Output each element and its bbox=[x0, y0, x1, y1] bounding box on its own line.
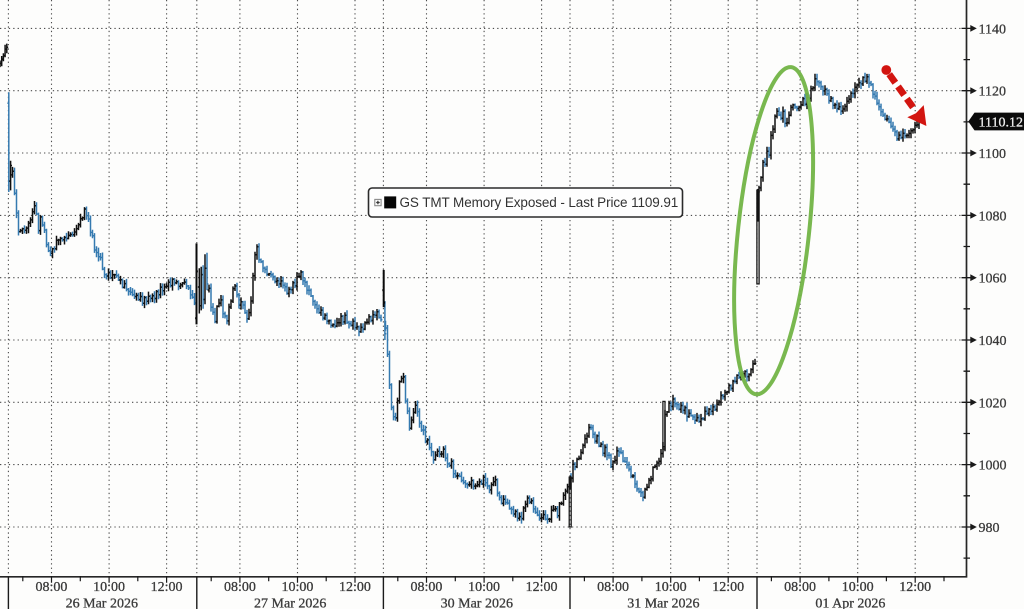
svg-text:10:00: 10:00 bbox=[93, 580, 125, 595]
svg-text:08:00: 08:00 bbox=[36, 580, 68, 595]
svg-text:08:00: 08:00 bbox=[411, 580, 443, 595]
svg-text:10:00: 10:00 bbox=[468, 580, 500, 595]
svg-text:12:00: 12:00 bbox=[712, 580, 744, 595]
svg-text:08:00: 08:00 bbox=[597, 580, 629, 595]
svg-text:30 Mar 2026: 30 Mar 2026 bbox=[441, 597, 513, 610]
svg-text:31 Mar 2026: 31 Mar 2026 bbox=[627, 597, 699, 610]
svg-text:12:00: 12:00 bbox=[151, 580, 183, 595]
svg-text:10:00: 10:00 bbox=[842, 580, 874, 595]
svg-text:27 Mar 2026: 27 Mar 2026 bbox=[254, 597, 326, 610]
svg-text:1020: 1020 bbox=[979, 396, 1007, 411]
svg-text:1100: 1100 bbox=[979, 147, 1006, 162]
svg-text:12:00: 12:00 bbox=[339, 580, 371, 595]
svg-text:1080: 1080 bbox=[979, 209, 1007, 224]
svg-text:1140: 1140 bbox=[979, 22, 1006, 37]
svg-text:GS TMT Memory Exposed - Last P: GS TMT Memory Exposed - Last Price 1109.… bbox=[400, 195, 679, 210]
svg-text:10:00: 10:00 bbox=[282, 580, 314, 595]
svg-text:01 Apr 2026: 01 Apr 2026 bbox=[815, 597, 885, 610]
svg-text:10:00: 10:00 bbox=[655, 580, 687, 595]
svg-text:08:00: 08:00 bbox=[784, 580, 816, 595]
svg-text:1040: 1040 bbox=[979, 334, 1007, 349]
svg-text:1000: 1000 bbox=[979, 459, 1007, 474]
svg-text:12:00: 12:00 bbox=[899, 580, 931, 595]
svg-text:26 Mar 2026: 26 Mar 2026 bbox=[66, 597, 138, 610]
svg-text:1060: 1060 bbox=[979, 272, 1007, 287]
svg-text:08:00: 08:00 bbox=[224, 580, 256, 595]
svg-text:12:00: 12:00 bbox=[526, 580, 558, 595]
svg-text:980: 980 bbox=[979, 521, 1000, 536]
svg-text:1120: 1120 bbox=[979, 85, 1006, 100]
svg-text:1110.12: 1110.12 bbox=[979, 115, 1023, 130]
